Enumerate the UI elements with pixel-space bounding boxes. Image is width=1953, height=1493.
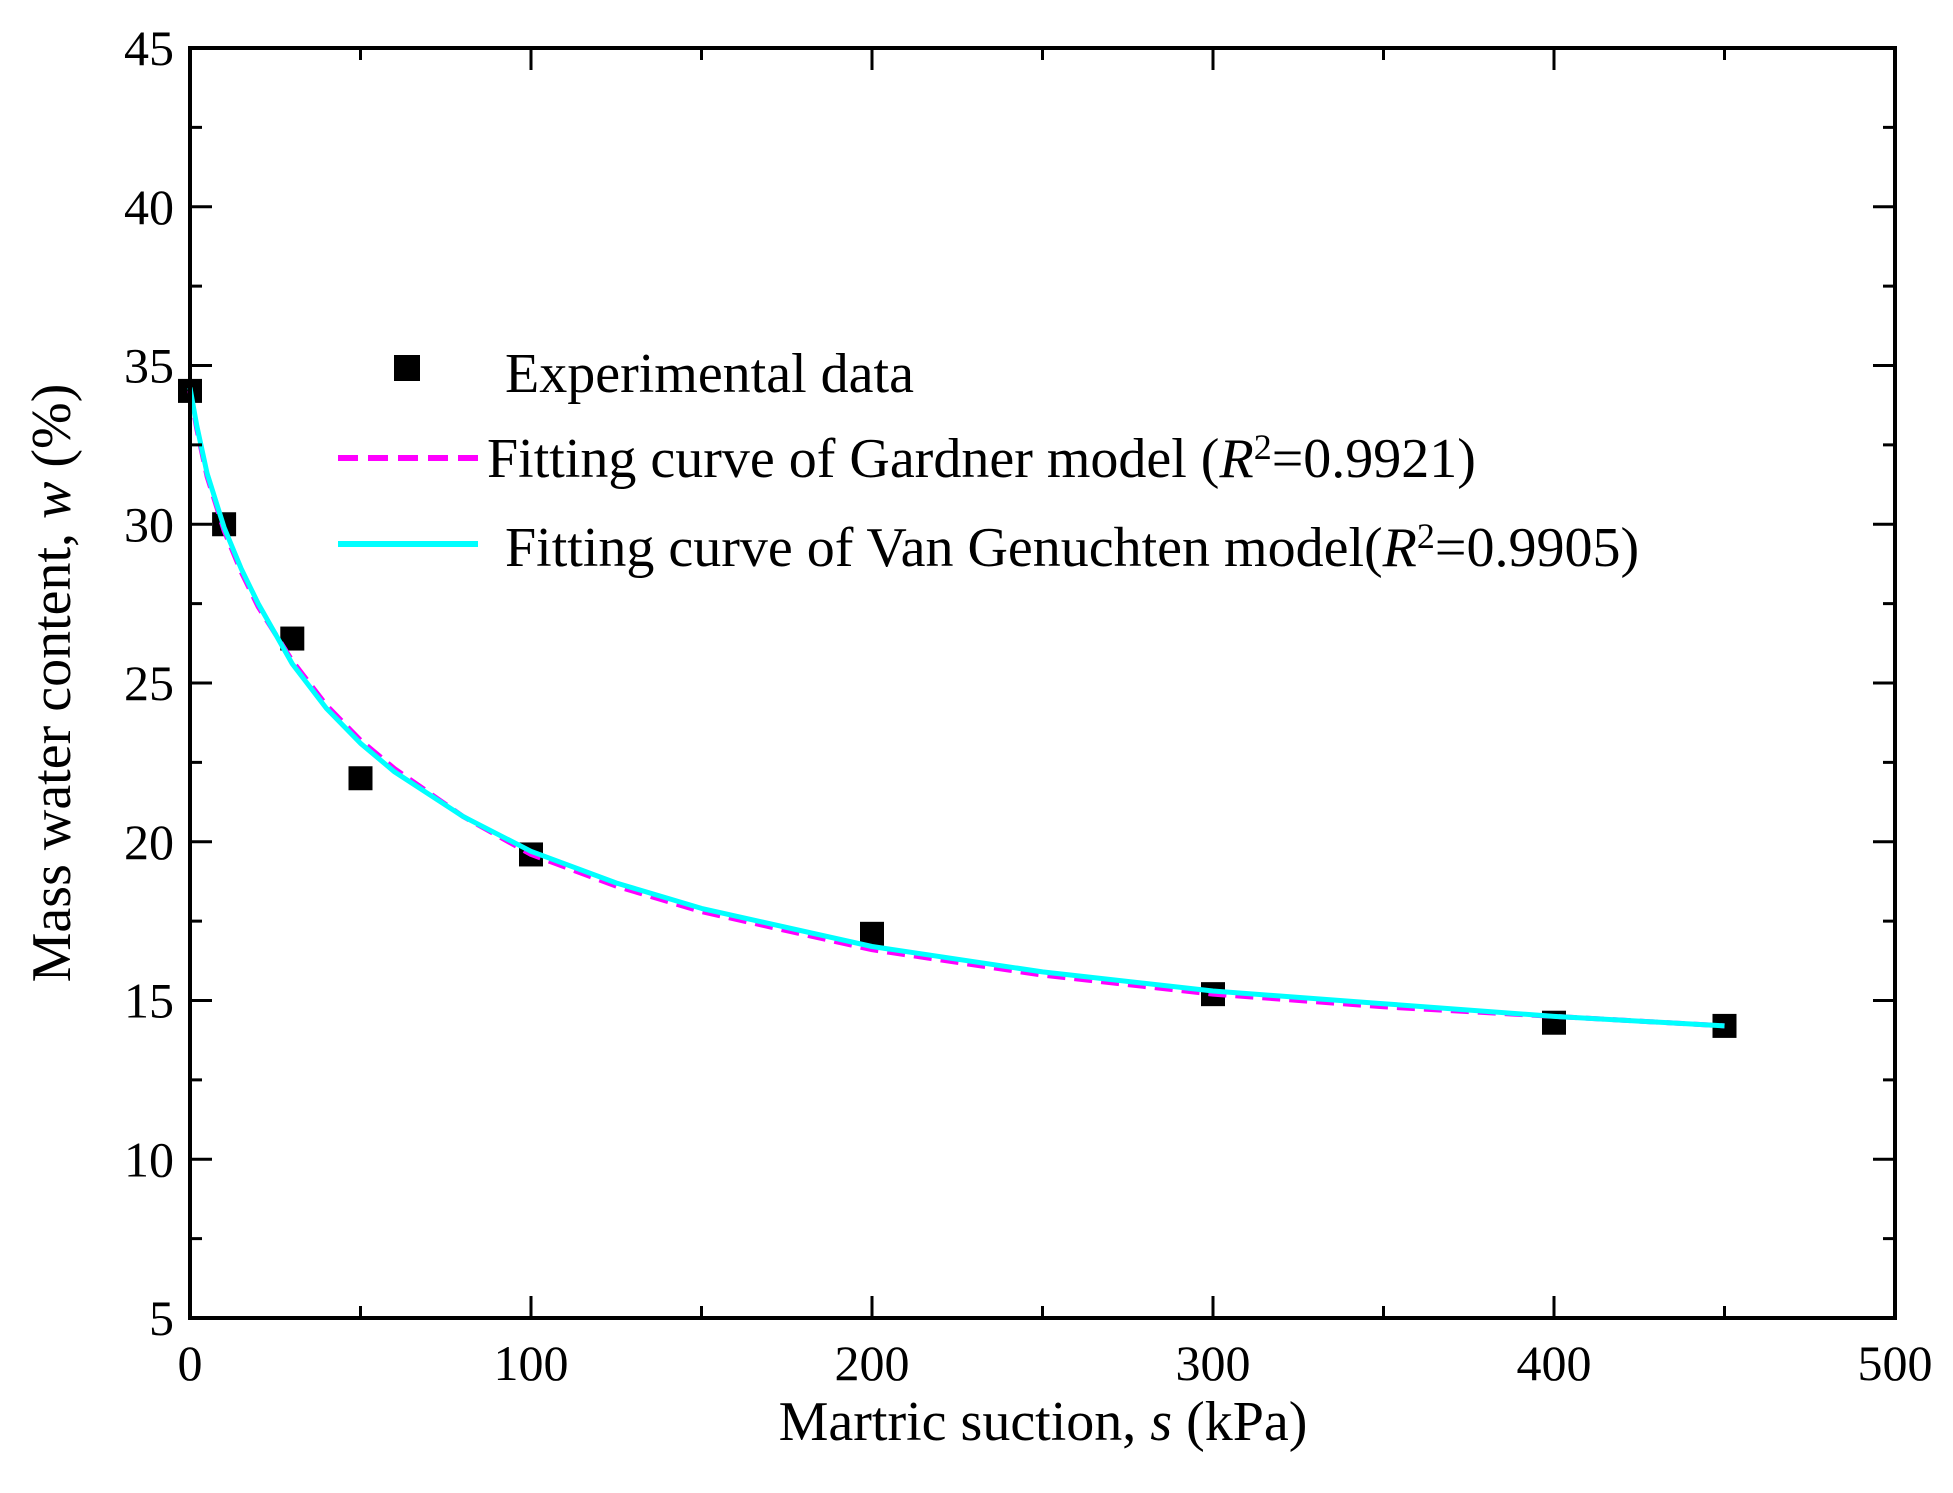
y-axis-title: Mass water content, w (%) bbox=[21, 384, 83, 983]
x-axis-title: Martric suction, s (kPa) bbox=[779, 1391, 1308, 1453]
y-tick-label: 5 bbox=[149, 1290, 174, 1346]
x-tick-label: 300 bbox=[1176, 1335, 1251, 1391]
legend: Experimental data Fitting curve of Gardn… bbox=[338, 343, 1639, 579]
y-tick-label: 30 bbox=[124, 496, 174, 552]
legend-label-experimental: Experimental data bbox=[505, 343, 914, 405]
y-tick-label: 15 bbox=[124, 973, 174, 1029]
y-tick-label: 20 bbox=[124, 814, 174, 870]
fit-curves bbox=[187, 387, 1725, 1029]
y-tick-label: 45 bbox=[124, 20, 174, 76]
legend-label-gardner: Fitting curve of Gardner model (R2=0.992… bbox=[487, 427, 1476, 490]
plot-frame bbox=[188, 46, 1897, 1320]
series-line-van-genuchten bbox=[187, 387, 1725, 1029]
x-tick-label: 0 bbox=[178, 1335, 203, 1391]
legend-label-vangenuchten: Fitting curve of Van Genuchten model(R2=… bbox=[505, 516, 1639, 579]
y-tick-label: 35 bbox=[124, 338, 174, 394]
x-tick-label: 100 bbox=[494, 1335, 569, 1391]
data-point bbox=[860, 921, 884, 946]
x-tick-labels: 0 100 200 300 400 500 bbox=[178, 1335, 1933, 1391]
data-point bbox=[348, 766, 373, 791]
x-tick-label: 200 bbox=[835, 1335, 910, 1391]
x-tick-label: 400 bbox=[1517, 1335, 1592, 1391]
legend-symbol-experimental bbox=[394, 355, 420, 381]
axis-ticks bbox=[188, 46, 1897, 1320]
y-tick-label: 40 bbox=[124, 179, 174, 235]
y-tick-labels: 5 10 15 20 25 30 35 40 45 bbox=[124, 20, 174, 1346]
y-tick-label: 10 bbox=[124, 1131, 174, 1187]
x-tick-label: 500 bbox=[1858, 1335, 1933, 1391]
y-tick-label: 25 bbox=[124, 655, 174, 711]
